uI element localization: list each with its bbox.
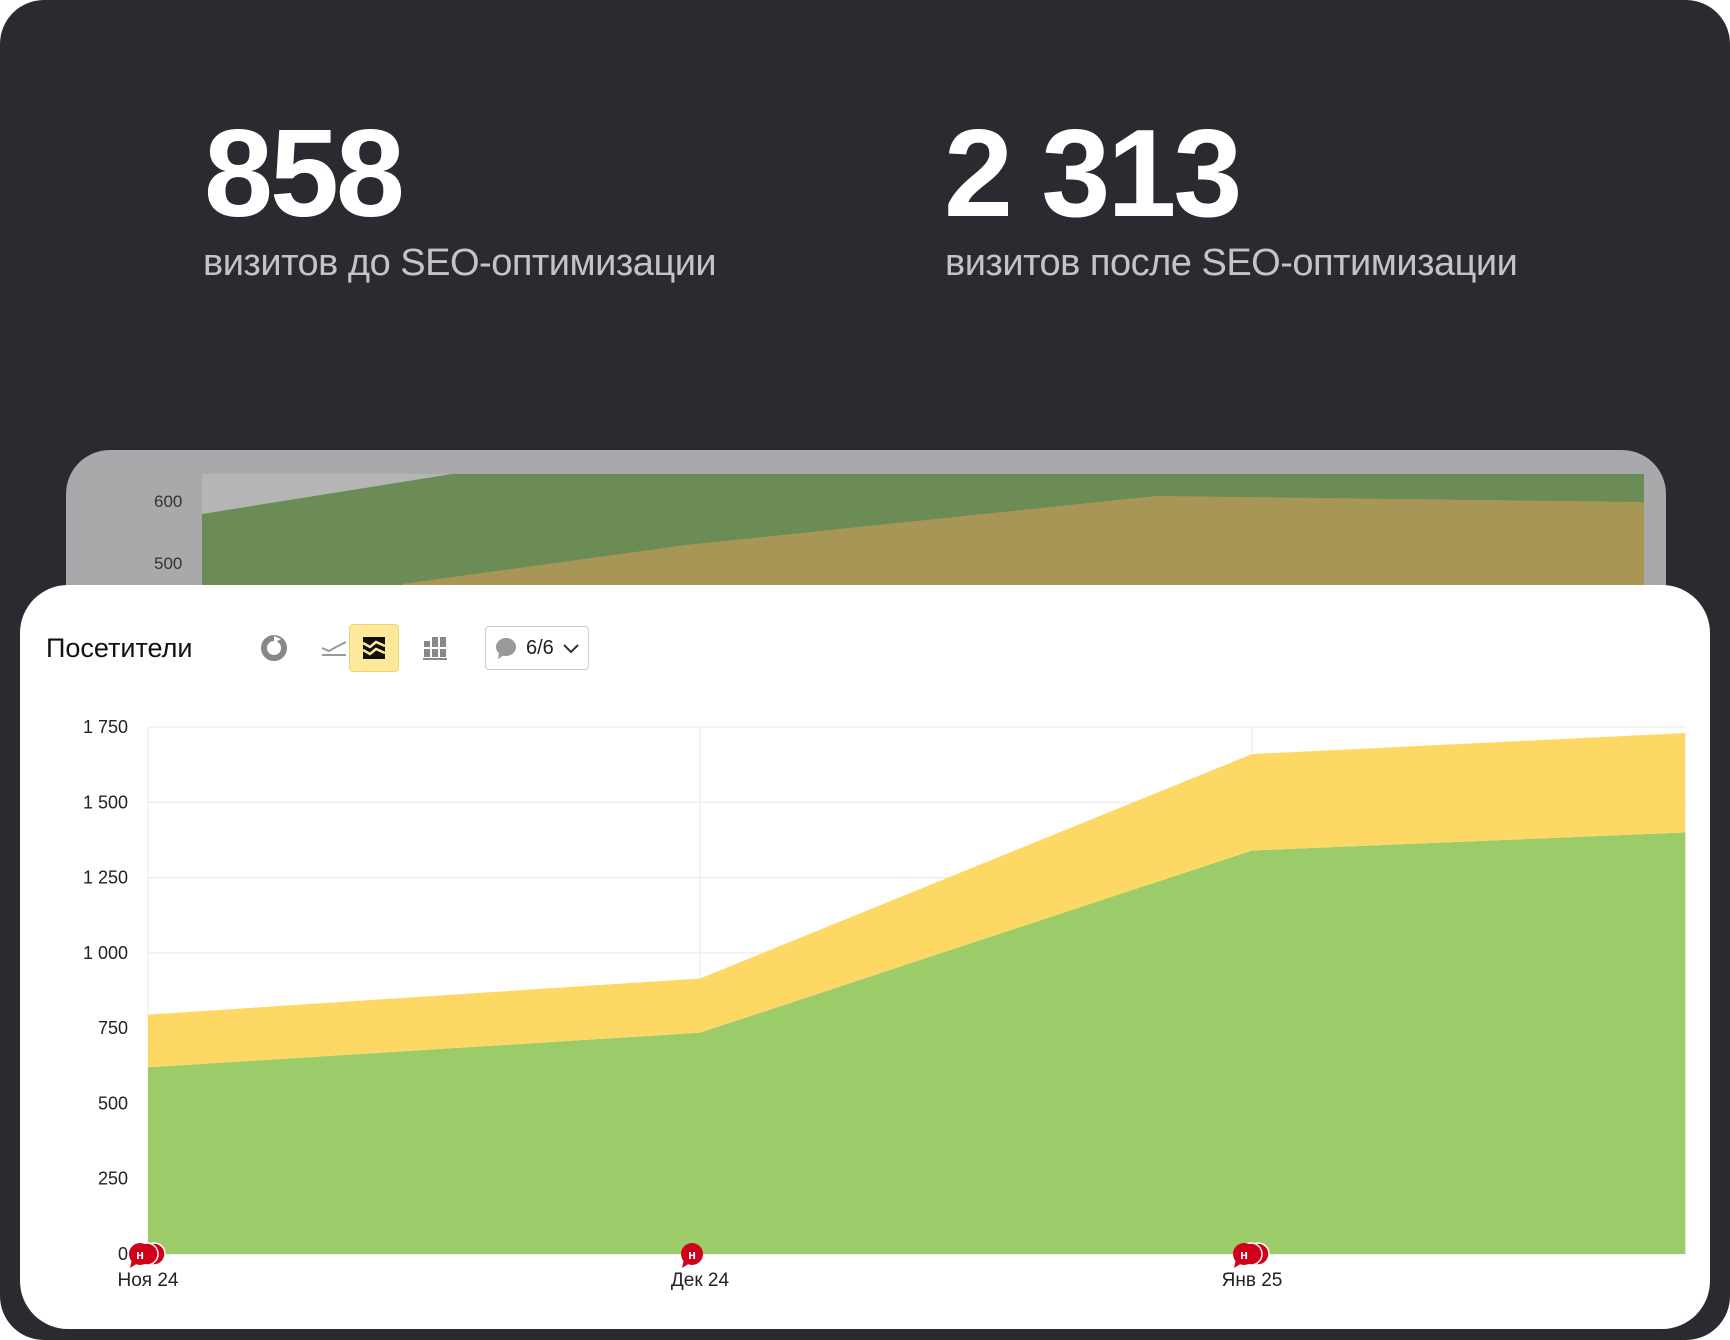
y-tick-label: 0 [118, 1244, 128, 1264]
y-tick-label: 1 000 [83, 943, 128, 963]
stat-after-value: 2 313 [944, 105, 1242, 243]
stat-before-label: визитов до SEO-оптимизации [203, 242, 717, 284]
comment-icon [496, 638, 516, 659]
y-tick-label: 1 750 [83, 717, 128, 737]
x-tick-label: Дек 24 [671, 1270, 730, 1291]
back-y-tick: 500 [154, 554, 183, 573]
x-tick-label: Ноя 24 [118, 1270, 179, 1291]
pie-chart-icon [261, 635, 287, 661]
widget-title: Посетители [46, 633, 193, 663]
y-tick-label: 1 250 [83, 868, 128, 888]
x-tick-label: Янв 25 [1222, 1270, 1283, 1291]
annotation-marker-tail [1234, 1259, 1242, 1268]
pie-chart-button[interactable] [249, 624, 299, 672]
area-series-1 [148, 832, 1686, 1254]
y-tick-label: 500 [98, 1093, 128, 1113]
bar-chart-icon [423, 637, 447, 660]
bar-chart-button[interactable] [410, 624, 460, 672]
annotation-marker [681, 1243, 703, 1265]
y-tick-label: 1 500 [83, 792, 128, 812]
annotation-marker-tail [682, 1259, 690, 1268]
stat-after-label: визитов после SEO-оптимизации [945, 242, 1518, 284]
line-chart-icon [321, 641, 347, 656]
area-chart-icon [362, 637, 386, 659]
visitors-chart: 0 250 500 750 1 000 1 250 1 500 1 750 Ноя 24 Дек … [83, 717, 1686, 1291]
stat-before-value: 858 [204, 105, 405, 243]
y-tick-label: 250 [98, 1169, 128, 1189]
annotations-dropdown[interactable]: 6/6 [485, 626, 589, 670]
annotation-marker-tail [130, 1259, 138, 1268]
line-chart-button[interactable] [309, 624, 359, 672]
area-series-2 [148, 733, 1686, 1068]
area-chart-button[interactable] [349, 624, 399, 672]
annotation-marker [1233, 1243, 1255, 1265]
visitors-widget: 0 250 500 750 1 000 1 250 1 500 1 750 Ноя 24 Дек … [20, 585, 1710, 1329]
annotation-marker-label: н [136, 1247, 144, 1262]
y-tick-label: 750 [98, 1018, 128, 1038]
annotation-marker-label: н [1240, 1247, 1248, 1262]
back-y-tick: 600 [154, 492, 183, 511]
chevron-down-icon [563, 644, 579, 654]
annotations-count: 6/6 [526, 636, 554, 659]
annotation-marker [129, 1243, 151, 1265]
annotation-marker-label: н [688, 1247, 696, 1262]
